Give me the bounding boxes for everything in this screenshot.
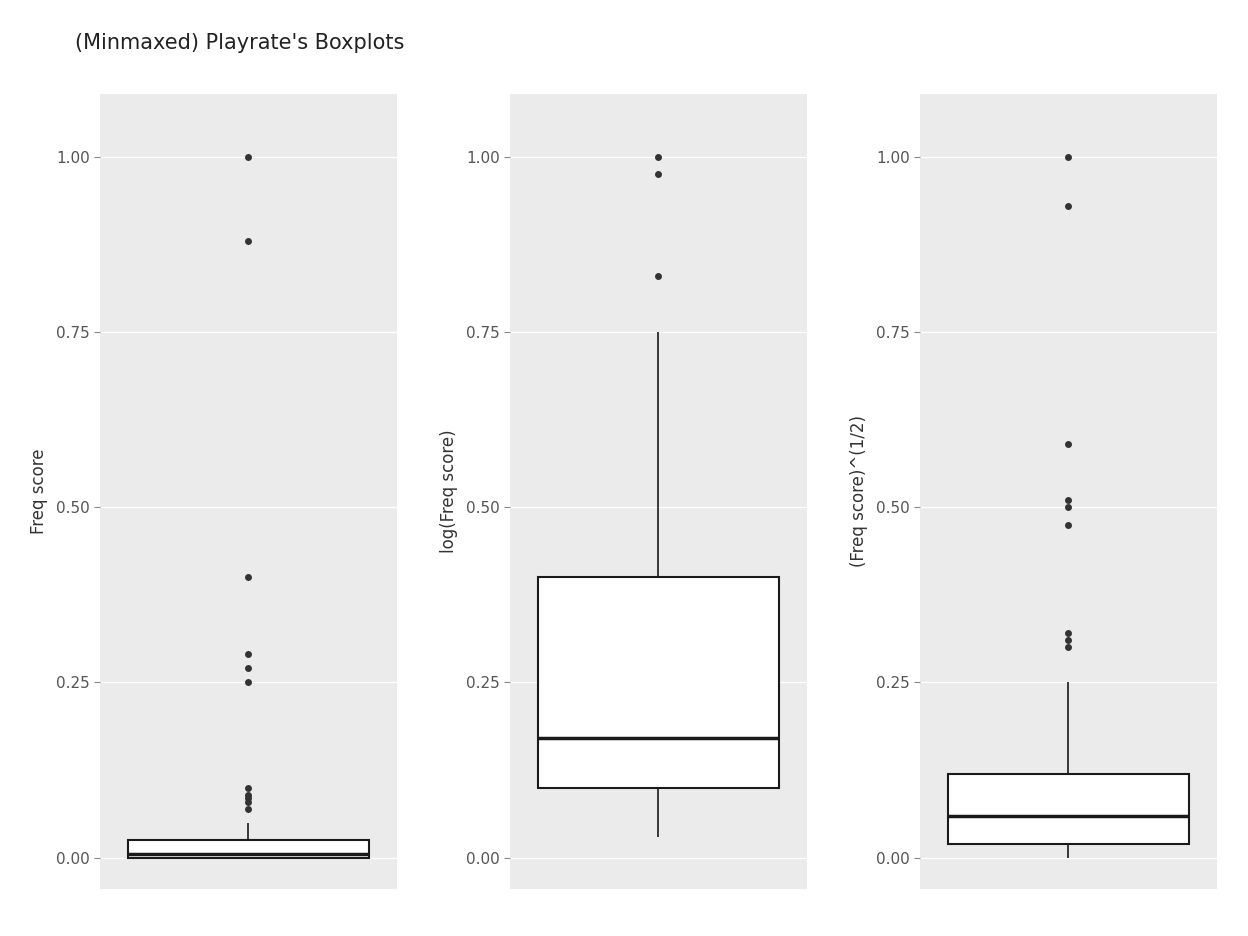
Y-axis label: Freq score: Freq score [30,448,47,534]
Bar [947,773,1189,843]
Text: (Minmaxed) Playrate's Boxplots: (Minmaxed) Playrate's Boxplots [75,33,404,52]
Bar [538,578,779,787]
Y-axis label: (Freq score)^(1/2): (Freq score)^(1/2) [850,416,867,567]
Y-axis label: log(Freq score): log(Freq score) [441,430,458,553]
Bar [127,841,369,857]
